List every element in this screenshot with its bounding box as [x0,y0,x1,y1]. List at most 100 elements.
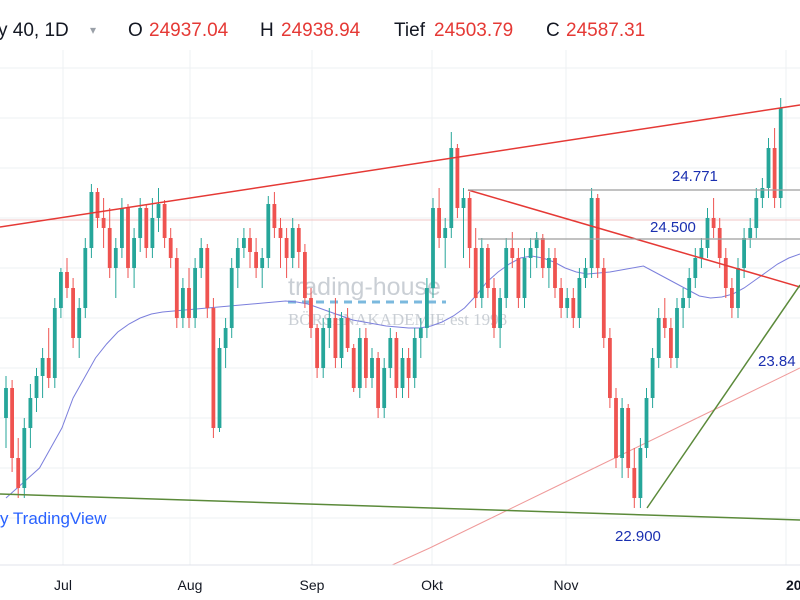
high-label: H [260,20,274,41]
candle-body [16,458,21,488]
candles [4,98,783,508]
candle-body [608,338,612,398]
candle-body [626,408,631,468]
candle-body [736,268,740,308]
candle-body [400,358,405,388]
candle-body [174,258,179,318]
candle-body [614,398,618,458]
candle-body [101,218,106,228]
candle-body [632,468,637,498]
candle-body [778,108,783,198]
candle-body [327,318,332,328]
candle-body [254,252,258,268]
candle-body [71,288,75,338]
candle-body [589,198,594,268]
candle-body [644,398,649,448]
candle-body [516,258,521,298]
candle-body [382,368,387,408]
candle-body [742,238,746,268]
candle-body [357,338,362,388]
candle-body [162,204,167,238]
candle-body [498,298,502,328]
candle-body [510,248,515,258]
candle-body [723,258,728,288]
candle-body [479,248,484,298]
candle-body [711,218,716,228]
candle-body [534,238,539,248]
candle-body [717,228,722,258]
x-tick-label: 202 [786,577,800,593]
candle-body [59,272,63,308]
candle-body [412,338,417,378]
candle-body [150,218,155,248]
candle-body [486,248,490,288]
candle-body [547,258,551,268]
ma-slow-line [367,367,800,577]
candle-body [601,268,606,338]
candle-body [620,408,624,458]
moving-averages [5,253,800,577]
candle-body [760,188,765,198]
candle-body [650,358,655,398]
candle-body [309,298,313,328]
candle-body [394,338,399,388]
candle-body [388,338,393,368]
lower-support-line [0,493,800,521]
candle-body [217,348,222,428]
candle-body [83,248,88,308]
candle-body [107,228,112,268]
candle-body [431,208,435,288]
candle-body [437,208,441,238]
candle-body [662,318,667,328]
chevron-down-icon[interactable]: ▾ [90,23,96,37]
candle-body [754,198,759,228]
candle-body [693,258,698,278]
candle-body [46,358,51,378]
candle-body [345,318,350,348]
symbol-title[interactable]: y 40, 1D [0,20,69,41]
open-value: 24937.04 [149,20,229,41]
upper-trend-line [0,104,800,228]
watermark-line1: trading-house [288,273,441,301]
close-label: C [546,20,560,41]
candle-body [351,348,356,388]
candle-body [461,198,466,208]
annotations: 24.771 24.500 23.84 22.900 [615,168,796,545]
candle-body [473,248,478,298]
candle-body [315,328,319,368]
candle-body [553,258,557,288]
candle-body [699,248,704,258]
candle-body [504,248,509,298]
tradingview-credit[interactable]: y TradingView [0,509,107,528]
candle-body [364,338,368,378]
x-tick-label: Nov [554,577,579,593]
candle-body [95,192,100,218]
candle-body [467,198,472,248]
candle-body [120,208,124,248]
candle-body [187,288,191,318]
candle-body [260,258,265,268]
ma-fast-line [5,253,800,499]
candle-body [675,308,679,358]
x-tick-label: Sep [300,577,325,593]
time-axis-bg [0,565,800,600]
candle-body [10,388,14,458]
x-tick-label: Jul [54,577,72,593]
candle-body [425,288,429,328]
low-label: Tief [394,20,426,41]
candle-body [296,228,301,252]
candle-body [4,388,8,418]
candle-body [89,192,94,248]
candle-body [376,358,380,408]
candle-body [443,228,448,238]
candle-body [52,308,57,378]
candle-body [705,218,710,248]
candle-body [321,328,326,368]
candle-body [577,278,582,318]
candle-body [730,288,734,308]
candle-body [132,238,136,268]
candle-body [748,228,753,238]
candle-body [595,198,600,268]
candle-body [248,238,252,252]
